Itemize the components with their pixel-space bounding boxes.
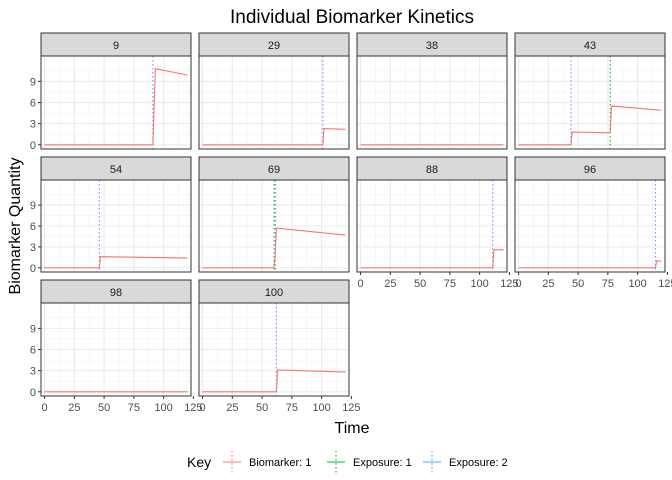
y-tick-label: 3 (30, 119, 36, 131)
x-tick-label: 100 (154, 402, 172, 414)
biomarker-line (360, 249, 504, 269)
legend-entry-3: Exposure: 2 (423, 451, 508, 473)
panel-strip-label: 69 (268, 164, 280, 176)
y-tick-label: 3 (30, 242, 36, 254)
x-tick-label: 75 (444, 278, 456, 290)
x-tick-label: 0 (200, 402, 206, 414)
biomarker-line (202, 369, 346, 393)
biomarker-line (518, 105, 662, 146)
x-tick-label: 25 (68, 402, 80, 414)
panel-border (198, 55, 350, 150)
x-tick-label: 50 (98, 402, 110, 414)
legend-label: Exposure: 2 (449, 457, 508, 469)
panel-9: 9 0 3 6 9 (30, 32, 192, 152)
y-tick-label: 0 (30, 263, 36, 275)
panel-border (356, 179, 508, 273)
biomarker-line (518, 260, 662, 269)
biomarker-line (44, 256, 188, 269)
panel-strip-label: 54 (110, 164, 122, 176)
panel-strip-label: 29 (268, 40, 280, 52)
biomarker-line (202, 227, 346, 269)
x-tick-label: 0 (516, 278, 522, 290)
panel-strip-label: 98 (110, 287, 122, 299)
y-tick-label: 6 (30, 221, 36, 233)
x-tick-label: 125 (184, 402, 202, 414)
x-tick-label: 25 (384, 278, 396, 290)
panel-border (514, 179, 666, 273)
y-tick-label: 9 (30, 200, 36, 212)
x-tick-label: 100 (470, 278, 488, 290)
y-tick-label: 9 (30, 323, 36, 335)
legend-title: Key (187, 454, 211, 470)
panel-43: 43 (514, 32, 666, 150)
panel-98: 98 0 3 6 9 0 25 50 75 100 125 (30, 279, 203, 414)
panel-strip-label: 43 (584, 40, 596, 52)
x-axis-label: Time (335, 420, 370, 437)
x-tick-label: 25 (542, 278, 554, 290)
y-tick-label: 0 (30, 387, 36, 399)
panel-border (198, 302, 350, 397)
legend-label: Biomarker: 1 (249, 457, 311, 469)
x-tick-label: 50 (414, 278, 426, 290)
y-tick-label: 6 (30, 98, 36, 110)
panel-29: 29 (198, 32, 350, 150)
panel-border (514, 55, 666, 150)
panel-border (198, 179, 350, 273)
panel-strip-label: 88 (426, 164, 438, 176)
y-tick-label: 3 (30, 366, 36, 378)
panel-88: 88 0 25 50 75 100 125 (356, 156, 519, 290)
y-axis-label: Biomarker Quantity (7, 158, 24, 295)
panel-100: 100 0 25 50 75 100 125 (198, 279, 361, 414)
x-tick-label: 25 (226, 402, 238, 414)
legend-entry-2: Exposure: 1 (327, 451, 412, 473)
x-tick-label: 125 (658, 278, 672, 290)
x-tick-label: 100 (628, 278, 646, 290)
legend-label: Exposure: 1 (353, 457, 412, 469)
x-tick-label: 0 (42, 402, 48, 414)
x-tick-label: 100 (312, 402, 330, 414)
chart-title: Individual Biomarker Kinetics (230, 7, 474, 28)
biomarker-line (44, 68, 188, 146)
y-tick-label: 6 (30, 345, 36, 357)
panel-69: 69 (198, 156, 350, 273)
panel-96: 96 0 25 50 75 100 125 (514, 156, 672, 290)
x-tick-label: 0 (358, 278, 364, 290)
x-tick-label: 125 (500, 278, 518, 290)
panel-54: 54 0 3 6 9 (30, 156, 192, 275)
panel-38: 38 (356, 32, 508, 150)
x-tick-label: 75 (286, 402, 298, 414)
x-tick-label: 50 (256, 402, 268, 414)
panel-border (356, 55, 508, 150)
legend: Key Biomarker: 1 Exposure: 1 Exposure: 2 (187, 451, 508, 473)
biomarker-line (202, 128, 346, 146)
y-tick-label: 0 (30, 140, 36, 152)
x-tick-label: 50 (572, 278, 584, 290)
x-tick-label: 125 (342, 402, 360, 414)
panel-strip-label: 100 (265, 287, 283, 299)
x-tick-label: 75 (602, 278, 614, 290)
legend-entry-1: Biomarker: 1 (223, 451, 311, 473)
x-tick-label: 75 (128, 402, 140, 414)
panel-strip-label: 96 (584, 164, 596, 176)
panel-strip-label: 38 (426, 40, 438, 52)
y-tick-label: 9 (30, 76, 36, 88)
panel-strip-label: 9 (113, 40, 119, 52)
